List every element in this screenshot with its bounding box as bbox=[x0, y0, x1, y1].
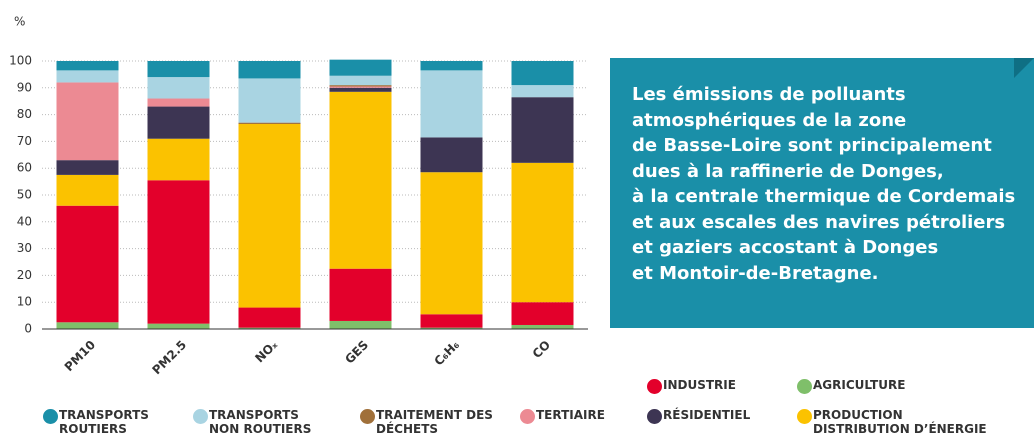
bar-segment bbox=[329, 91, 392, 269]
bar-segment bbox=[420, 137, 483, 173]
x-tick-label: C₆H₆ bbox=[431, 338, 462, 369]
bar-segment bbox=[420, 327, 483, 329]
bar-segment bbox=[238, 122, 301, 124]
bar-segment bbox=[147, 323, 210, 329]
legend-label: AGRICULTURE bbox=[813, 378, 906, 392]
bar-segment bbox=[56, 205, 119, 323]
text-box: Les émissions de polluants atmosphériques… bbox=[610, 58, 1034, 328]
legend-swatch bbox=[520, 409, 535, 424]
bar-segment bbox=[511, 162, 574, 303]
bar-segment bbox=[56, 61, 119, 71]
text-line: et gaziers accostant à Donges bbox=[632, 237, 939, 258]
bar-segment bbox=[329, 268, 392, 321]
bar-segment bbox=[329, 320, 392, 329]
legend-label: PRODUCTION DISTRIBUTION D’ÉNERGIE bbox=[813, 408, 987, 436]
y-axis-label: % bbox=[14, 15, 25, 29]
text-line: atmosphériques de la zone bbox=[632, 109, 907, 131]
y-tick-label: 40 bbox=[17, 214, 32, 228]
bar-segment bbox=[56, 160, 119, 175]
bar-segment bbox=[147, 106, 210, 139]
text-line: dues à la raffinerie de Donges, bbox=[632, 160, 944, 182]
bar-segment bbox=[329, 75, 392, 86]
legend-label: TRAITEMENT DES DÉCHETS bbox=[376, 408, 493, 436]
legend-swatch bbox=[360, 409, 375, 424]
bar-segment bbox=[511, 97, 574, 163]
legend-swatch bbox=[193, 409, 208, 424]
legend-label: TRANSPORTS ROUTIERS bbox=[59, 408, 149, 436]
legend-label: RÉSIDENTIEL bbox=[663, 408, 751, 422]
bar-segment bbox=[56, 70, 119, 83]
text-line: Les émissions de polluants bbox=[632, 84, 906, 105]
bar-segment bbox=[511, 85, 574, 98]
y-tick-label: 60 bbox=[17, 161, 32, 175]
text-line: et Montoir-de-Bretagne. bbox=[632, 262, 879, 284]
bar-segment bbox=[147, 77, 210, 99]
bar-segment bbox=[238, 327, 301, 329]
x-tick-label: PM2.5 bbox=[149, 338, 189, 378]
text-box-body: Les émissions de polluants atmosphériques… bbox=[632, 82, 1015, 286]
bar-segment bbox=[511, 302, 574, 325]
bar-segment bbox=[147, 98, 210, 107]
text-line: à la centrale thermique de Cordemais bbox=[632, 186, 1016, 207]
x-tick-label: GES bbox=[342, 338, 371, 367]
y-tick-label: 50 bbox=[17, 188, 32, 202]
bar-segment bbox=[238, 61, 301, 79]
legend-swatch bbox=[797, 409, 812, 424]
text-line: et aux escales des navires pétroliers bbox=[632, 211, 1006, 233]
legend-label: TRANSPORTS NON ROUTIERS bbox=[209, 408, 312, 436]
legend-swatch bbox=[647, 379, 662, 394]
bar-segment bbox=[420, 70, 483, 138]
y-tick-label: 20 bbox=[17, 268, 32, 282]
bar-segment bbox=[420, 314, 483, 328]
bar-segment bbox=[147, 138, 210, 181]
x-tick-label: PM10 bbox=[62, 338, 98, 374]
bar-segment bbox=[238, 307, 301, 328]
y-tick-label: 70 bbox=[17, 134, 32, 148]
y-tick-label: 30 bbox=[17, 241, 32, 255]
bar-segment bbox=[511, 61, 574, 86]
legend-swatch bbox=[647, 409, 662, 424]
bar-segment bbox=[329, 86, 392, 88]
legend-label: INDUSTRIE bbox=[663, 378, 736, 392]
bar-segment bbox=[238, 123, 301, 308]
y-tick-label: 90 bbox=[17, 80, 32, 94]
y-tick-label: 0 bbox=[24, 322, 32, 336]
bar-segment bbox=[147, 180, 210, 324]
y-tick-label: 100 bbox=[9, 54, 32, 68]
text-line: de Basse-Loire sont principalement bbox=[632, 135, 992, 156]
bar-segment bbox=[56, 174, 119, 206]
legend-swatch bbox=[43, 409, 58, 424]
bar-segment bbox=[420, 172, 483, 315]
bar-segment bbox=[420, 61, 483, 71]
legend-swatch bbox=[797, 379, 812, 394]
y-tick-label: 10 bbox=[17, 295, 32, 309]
x-tick-label: NOₓ bbox=[252, 338, 280, 366]
bar-segment bbox=[329, 87, 392, 92]
bar-segment bbox=[329, 85, 392, 87]
bar-segment bbox=[147, 61, 210, 78]
y-tick-label: 80 bbox=[17, 107, 32, 121]
x-tick-label: CO bbox=[530, 338, 553, 361]
legend-label: TERTIAIRE bbox=[536, 408, 605, 422]
bar-segment bbox=[329, 59, 392, 76]
bar-segment bbox=[511, 324, 574, 329]
bar-segment bbox=[238, 78, 301, 123]
bar-segment bbox=[56, 322, 119, 329]
fold bbox=[1014, 58, 1034, 78]
bar-segment bbox=[56, 82, 119, 161]
